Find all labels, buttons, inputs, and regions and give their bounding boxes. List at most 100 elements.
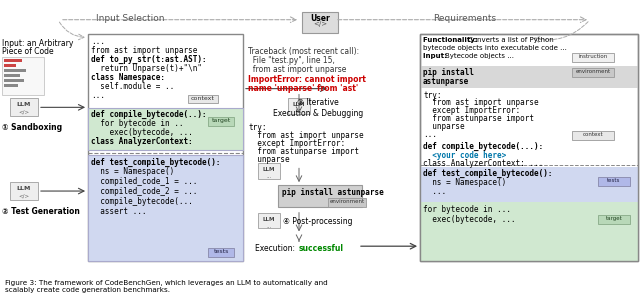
Bar	[288, 98, 310, 114]
Bar	[258, 213, 280, 229]
Bar	[208, 248, 234, 257]
Text: LLM: LLM	[17, 186, 31, 191]
Text: environment: environment	[575, 69, 611, 74]
Text: target: target	[211, 118, 230, 123]
Text: ② Test Generation: ② Test Generation	[2, 207, 80, 216]
Text: File "test.py", line 15,: File "test.py", line 15,	[248, 56, 335, 65]
Bar	[88, 155, 243, 261]
Text: Bytecode objects ...: Bytecode objects ...	[445, 53, 514, 59]
Text: Requirements: Requirements	[433, 14, 497, 23]
Text: try:: try:	[248, 123, 266, 132]
Text: astunparse: astunparse	[423, 77, 469, 86]
Text: class AnalyzerContext: ...: class AnalyzerContext: ...	[423, 159, 543, 168]
Bar	[572, 53, 614, 62]
Text: Figure 3: The framework of CodeBenchGen, which leverages an LLM to automatically: Figure 3: The framework of CodeBenchGen,…	[5, 280, 328, 286]
Text: pip install: pip install	[423, 68, 474, 77]
Text: class Namespace:: class Namespace:	[91, 73, 165, 82]
Text: Input:: Input:	[423, 53, 449, 59]
Text: ...: ...	[423, 187, 446, 196]
Text: ...: ...	[266, 224, 271, 229]
Bar	[572, 68, 614, 77]
Text: ...: ...	[423, 130, 437, 139]
Text: exec(bytecode, ...: exec(bytecode, ...	[91, 128, 193, 137]
Bar	[4, 69, 26, 72]
Text: LLM: LLM	[292, 103, 305, 108]
Text: target: target	[605, 216, 622, 221]
Text: try:: try:	[423, 91, 442, 100]
Text: User: User	[310, 14, 330, 23]
Bar	[572, 131, 614, 140]
Bar	[302, 12, 338, 33]
Text: <your code here>: <your code here>	[423, 151, 506, 160]
Bar	[258, 163, 280, 179]
Text: environment: environment	[330, 199, 365, 204]
Text: compiled_code_2 = ...: compiled_code_2 = ...	[91, 187, 197, 196]
Text: ...: ...	[296, 109, 301, 114]
Text: assert ...: assert ...	[91, 207, 147, 216]
Text: pip install astunparse: pip install astunparse	[282, 188, 384, 197]
Text: name 'unparse' from 'ast': name 'unparse' from 'ast'	[248, 84, 358, 93]
Bar	[598, 177, 630, 186]
Bar	[10, 182, 38, 200]
Bar	[88, 108, 243, 150]
Bar	[328, 198, 366, 207]
Text: </>: </>	[19, 109, 29, 114]
Text: from ast import unparse: from ast import unparse	[248, 131, 364, 140]
Text: context: context	[191, 96, 215, 100]
Bar	[598, 215, 630, 224]
Text: from ast import unparse: from ast import unparse	[423, 98, 539, 108]
Text: Converts a list of Python: Converts a list of Python	[468, 38, 554, 43]
Text: tests: tests	[213, 249, 228, 254]
Text: except ImportError:: except ImportError:	[248, 139, 345, 148]
Text: Traceback (most recent call):: Traceback (most recent call):	[248, 47, 359, 56]
Text: Execution:: Execution:	[255, 244, 298, 253]
Bar	[4, 74, 20, 77]
Bar	[208, 117, 234, 126]
Bar	[10, 98, 38, 116]
Text: return Unparse(t)+"\n": return Unparse(t)+"\n"	[91, 64, 202, 73]
Text: except ImportError:: except ImportError:	[423, 106, 520, 115]
Text: from ast import unparse: from ast import unparse	[91, 46, 197, 55]
Bar	[4, 59, 22, 62]
Text: unparse: unparse	[423, 122, 465, 131]
Bar	[420, 66, 638, 88]
Text: def compile_bytecode(..):: def compile_bytecode(..):	[91, 110, 207, 120]
Text: tests: tests	[607, 178, 621, 183]
Bar	[4, 64, 16, 67]
Text: ① Sandboxing: ① Sandboxing	[2, 123, 62, 132]
Bar	[4, 79, 24, 82]
Text: from astunparse import: from astunparse import	[248, 147, 359, 156]
Bar	[2, 57, 44, 95]
Text: LLM: LLM	[263, 167, 275, 172]
Text: compiled_code_1 = ...: compiled_code_1 = ...	[91, 177, 197, 186]
Text: compile_bytecode(...: compile_bytecode(...	[91, 197, 193, 206]
Text: from astunparse import: from astunparse import	[423, 114, 534, 123]
Text: ns = Namespace(): ns = Namespace()	[423, 178, 506, 187]
Text: ns = Namespace(): ns = Namespace()	[91, 167, 174, 176]
Text: successful: successful	[299, 244, 344, 253]
Text: Input Selection: Input Selection	[96, 14, 164, 23]
Text: </>: </>	[313, 21, 327, 27]
Text: def test_compile_bytecode():: def test_compile_bytecode():	[423, 169, 552, 178]
Text: Functionality:: Functionality:	[423, 38, 480, 43]
Text: class AnalyzerContext:: class AnalyzerContext:	[91, 137, 193, 146]
Text: Input: an Arbitrary: Input: an Arbitrary	[2, 39, 74, 48]
Text: LLM: LLM	[17, 103, 31, 108]
Bar	[188, 95, 218, 103]
Text: ...: ...	[266, 174, 271, 179]
Bar	[88, 35, 243, 261]
Text: LLM: LLM	[263, 217, 275, 222]
Text: ...: ...	[91, 91, 105, 100]
Text: </>: </>	[19, 193, 29, 198]
Text: def compile_bytecode(...):: def compile_bytecode(...):	[423, 142, 543, 151]
Text: exec(bytecode, ...: exec(bytecode, ...	[423, 215, 515, 224]
Text: ImportError: cannot import: ImportError: cannot import	[248, 75, 366, 84]
Bar	[420, 35, 638, 261]
Text: for bytecode in ..: for bytecode in ..	[91, 119, 184, 128]
Bar	[420, 167, 638, 202]
Bar	[420, 202, 638, 261]
Text: instruction: instruction	[579, 54, 607, 59]
Bar	[4, 84, 18, 87]
Text: def test_compile_bytecode():: def test_compile_bytecode():	[91, 158, 221, 167]
Text: scalably create code generation benchmarks.: scalably create code generation benchmar…	[5, 287, 170, 293]
